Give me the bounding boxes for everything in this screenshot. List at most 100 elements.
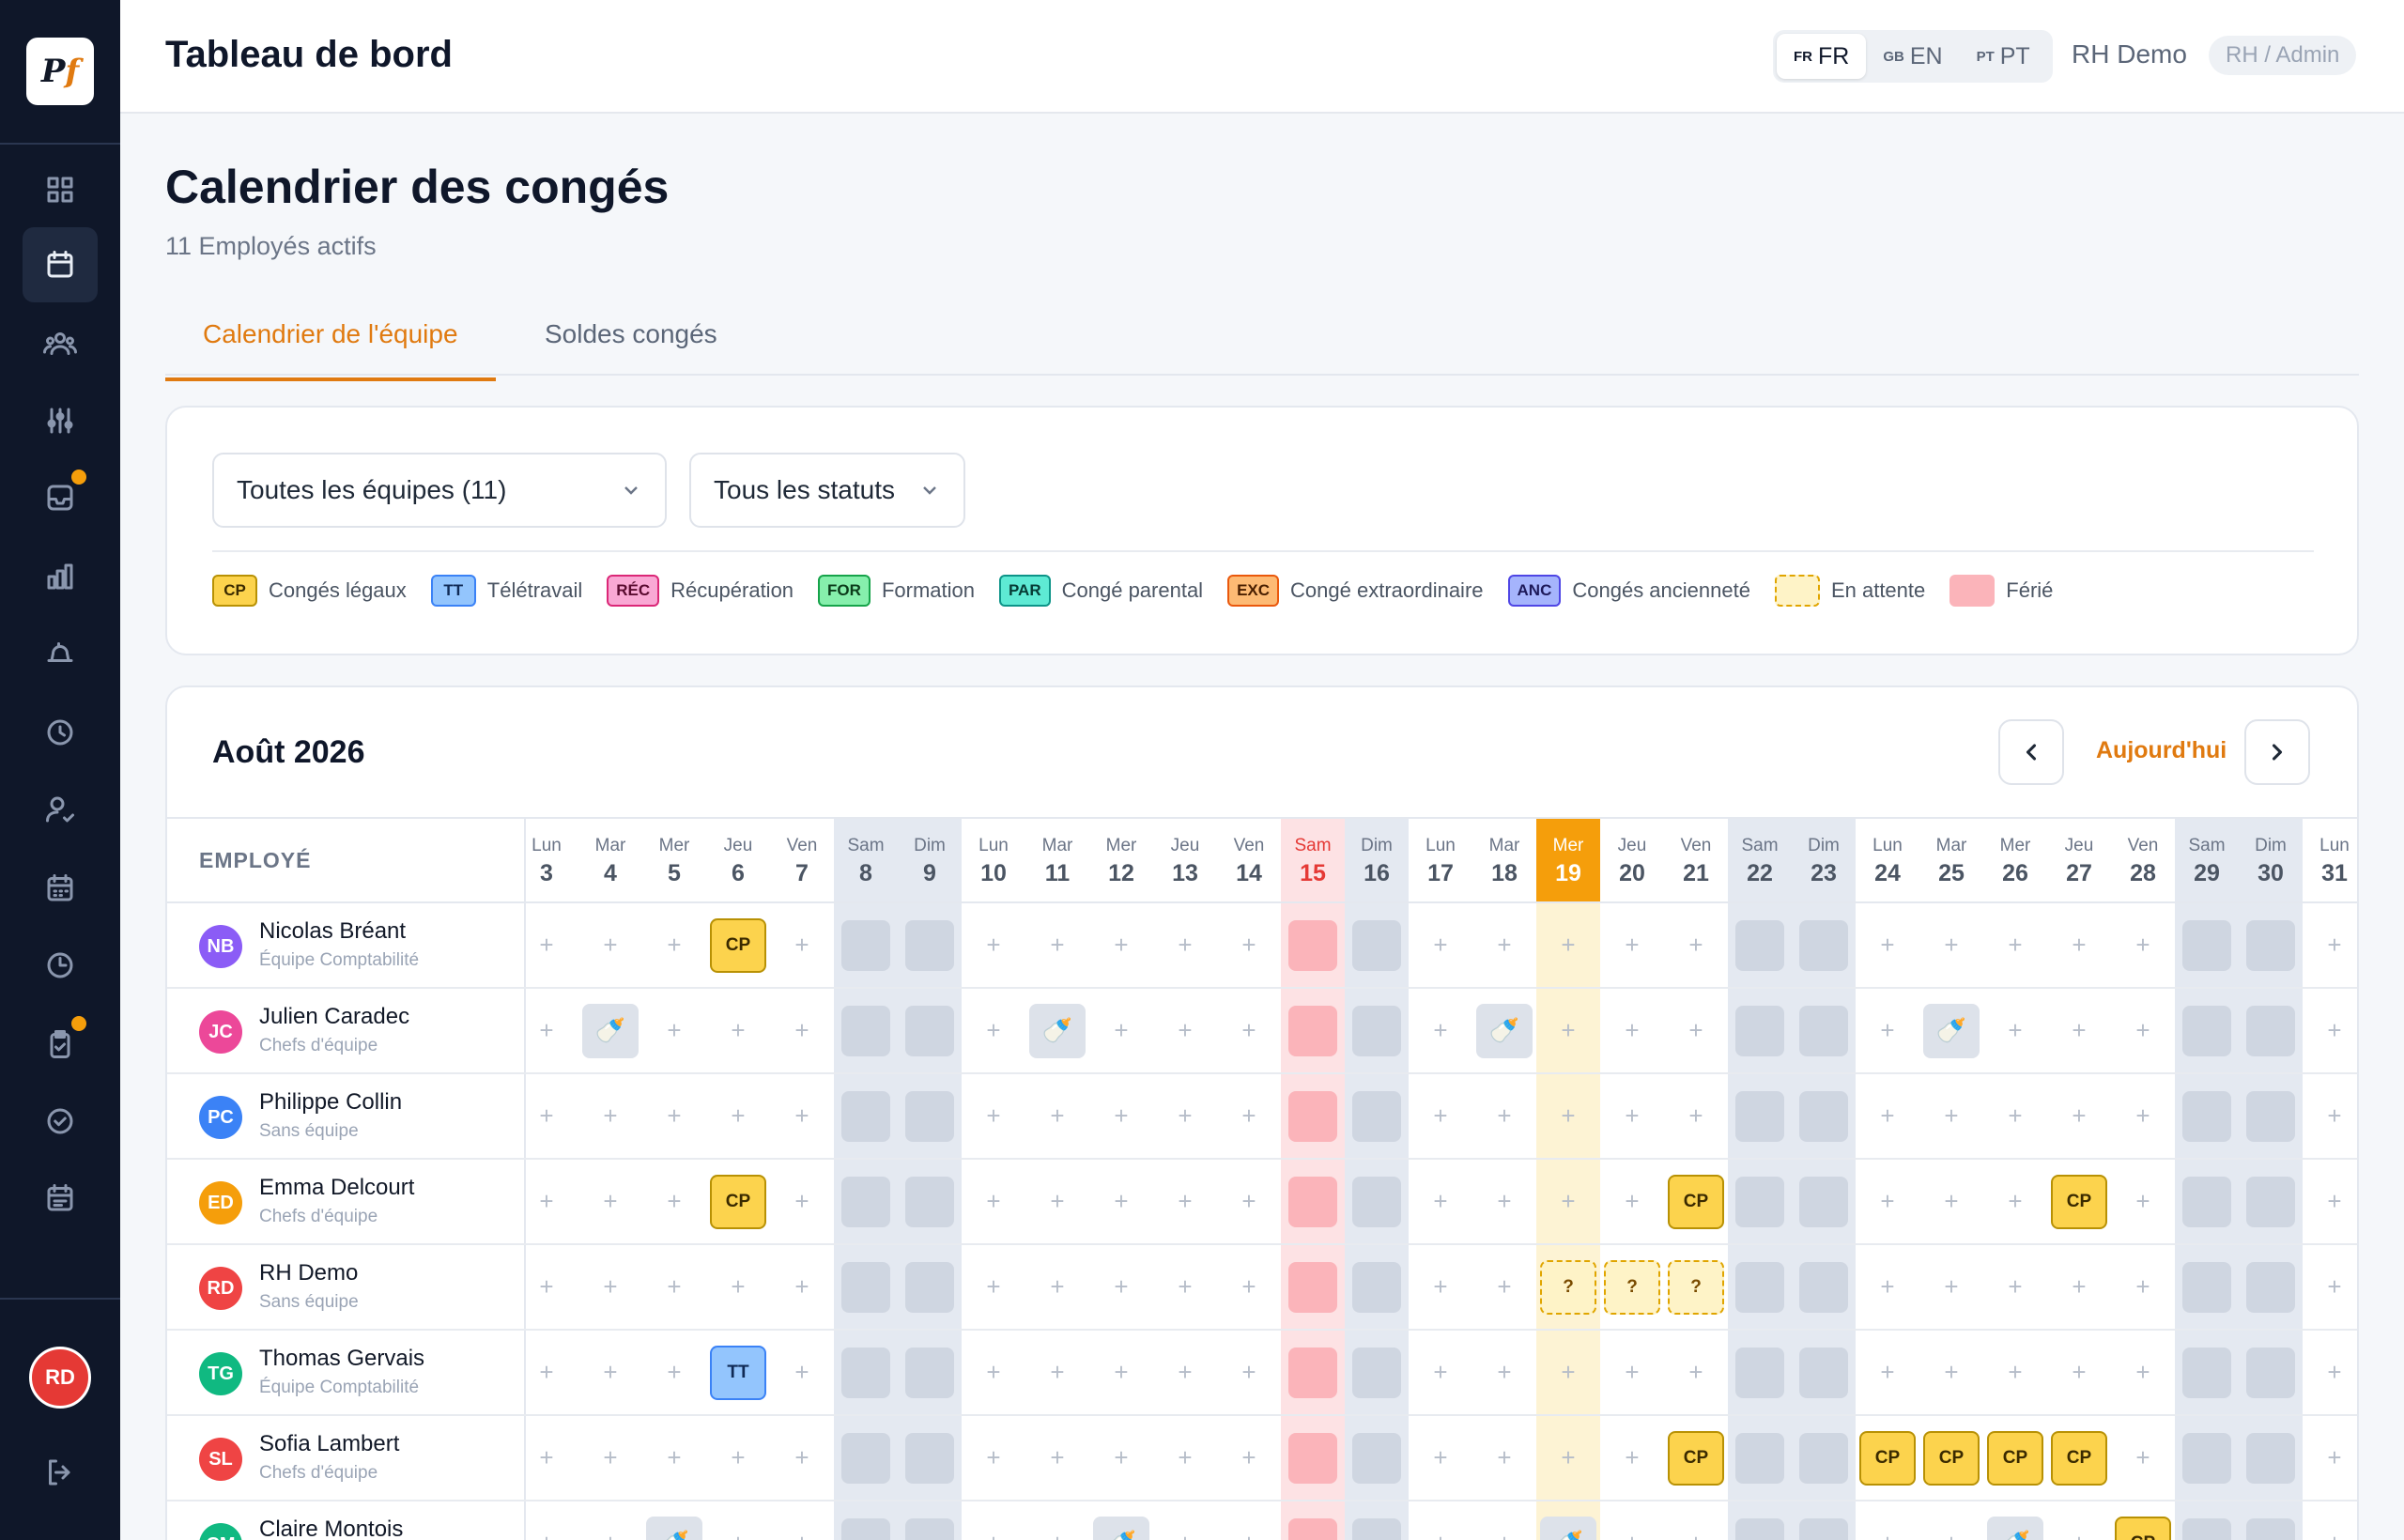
pending-request[interactable]: ? bbox=[1604, 1259, 1660, 1315]
day-cell[interactable]: + bbox=[1983, 989, 2047, 1072]
day-cell[interactable]: + bbox=[642, 1331, 706, 1414]
day-cell[interactable]: + bbox=[1983, 1245, 2047, 1329]
day-cell[interactable] bbox=[1281, 1160, 1345, 1243]
sidebar-item-check-circle[interactable] bbox=[23, 1084, 98, 1159]
day-cell[interactable]: + bbox=[1600, 1160, 1664, 1243]
day-cell[interactable]: + bbox=[1217, 1502, 1281, 1540]
day-cell[interactable] bbox=[1728, 1416, 1792, 1500]
day-cell[interactable]: + bbox=[1919, 903, 1983, 987]
day-cell[interactable]: + bbox=[526, 989, 578, 1072]
day-cell[interactable]: + bbox=[962, 903, 1025, 987]
day-cell[interactable]: + bbox=[526, 1074, 578, 1158]
leave-event-tt[interactable]: TT bbox=[710, 1345, 766, 1400]
leave-event-cp[interactable]: CP bbox=[2051, 1430, 2107, 1486]
day-cell[interactable]: + bbox=[1664, 1502, 1728, 1540]
employee-row[interactable]: NB Nicolas Bréant Équipe Comptabilité bbox=[167, 903, 526, 987]
day-cell[interactable]: CP bbox=[2047, 1160, 2111, 1243]
day-cell[interactable]: + bbox=[526, 903, 578, 987]
day-cell[interactable]: + bbox=[1217, 1160, 1281, 1243]
day-cell[interactable] bbox=[1792, 1502, 1856, 1540]
day-cell[interactable]: + bbox=[1664, 1331, 1728, 1414]
day-cell[interactable]: + bbox=[1153, 903, 1217, 987]
day-cell[interactable]: + bbox=[578, 1160, 642, 1243]
day-cell[interactable]: + bbox=[1856, 1331, 1919, 1414]
day-cell[interactable]: + bbox=[1536, 1331, 1600, 1414]
day-cell[interactable] bbox=[898, 1074, 962, 1158]
day-cell[interactable]: + bbox=[526, 1331, 578, 1414]
day-cell[interactable]: + bbox=[1919, 1331, 1983, 1414]
day-cell[interactable]: + bbox=[1025, 903, 1089, 987]
day-cell[interactable]: + bbox=[1600, 1074, 1664, 1158]
employee-row[interactable]: RD RH Demo Sans équipe bbox=[167, 1245, 526, 1329]
day-cell[interactable]: + bbox=[578, 1074, 642, 1158]
day-cell[interactable]: + bbox=[1153, 1416, 1217, 1500]
sidebar-item-clipboard-check[interactable] bbox=[23, 1007, 98, 1082]
day-cell[interactable]: CP bbox=[2111, 1502, 2175, 1540]
day-cell[interactable]: + bbox=[962, 1502, 1025, 1540]
leave-event-cp[interactable]: CP bbox=[1668, 1430, 1724, 1486]
day-cell[interactable]: + bbox=[642, 903, 706, 987]
leave-event-cp[interactable]: CP bbox=[710, 1174, 766, 1229]
day-cell[interactable]: + bbox=[1025, 1245, 1089, 1329]
day-cell[interactable]: + bbox=[642, 1416, 706, 1500]
day-cell[interactable]: + bbox=[1472, 1502, 1536, 1540]
day-cell[interactable] bbox=[1728, 1245, 1792, 1329]
day-cell[interactable]: + bbox=[706, 1074, 770, 1158]
day-cell[interactable]: + bbox=[1856, 903, 1919, 987]
day-cell[interactable]: + bbox=[962, 1074, 1025, 1158]
day-cell[interactable]: + bbox=[2303, 989, 2357, 1072]
day-cell[interactable]: + bbox=[642, 1160, 706, 1243]
day-cell[interactable]: + bbox=[1919, 1502, 1983, 1540]
day-cell[interactable]: + bbox=[962, 1245, 1025, 1329]
day-cell[interactable]: + bbox=[1919, 1160, 1983, 1243]
day-cell[interactable]: + bbox=[1600, 1331, 1664, 1414]
day-cell[interactable]: + bbox=[1856, 989, 1919, 1072]
day-cell[interactable] bbox=[898, 1245, 962, 1329]
day-cell[interactable]: + bbox=[526, 1502, 578, 1540]
day-cell[interactable] bbox=[1345, 989, 1409, 1072]
day-cell[interactable]: + bbox=[2111, 1331, 2175, 1414]
app-logo[interactable]: Pf bbox=[26, 38, 94, 105]
day-cell[interactable] bbox=[1792, 1074, 1856, 1158]
sidebar-item-bar-chart[interactable] bbox=[23, 539, 98, 614]
day-cell[interactable]: + bbox=[2047, 1331, 2111, 1414]
day-cell[interactable]: + bbox=[2047, 989, 2111, 1072]
language-option-pt[interactable]: PT PT bbox=[1960, 34, 2047, 79]
day-cell[interactable]: + bbox=[578, 1416, 642, 1500]
day-cell[interactable] bbox=[2175, 1331, 2239, 1414]
employee-row[interactable]: SL Sofia Lambert Chefs d'équipe bbox=[167, 1416, 526, 1500]
day-cell[interactable]: 🍼 bbox=[1472, 989, 1536, 1072]
day-cell[interactable]: 🍼 bbox=[1089, 1502, 1153, 1540]
day-cell[interactable]: + bbox=[1856, 1502, 1919, 1540]
day-cell[interactable]: + bbox=[1600, 1416, 1664, 1500]
day-cell[interactable]: + bbox=[526, 1416, 578, 1500]
day-cell[interactable] bbox=[1728, 903, 1792, 987]
day-cell[interactable] bbox=[1792, 1160, 1856, 1243]
day-cell[interactable]: + bbox=[706, 1502, 770, 1540]
day-cell[interactable]: + bbox=[526, 1160, 578, 1243]
day-cell[interactable]: CP bbox=[1919, 1416, 1983, 1500]
day-cell[interactable] bbox=[1792, 1331, 1856, 1414]
day-cell[interactable]: + bbox=[1217, 903, 1281, 987]
day-cell[interactable]: + bbox=[1472, 1160, 1536, 1243]
current-user-name[interactable]: RH Demo bbox=[2072, 39, 2187, 69]
day-cell[interactable]: + bbox=[1153, 989, 1217, 1072]
day-cell[interactable]: + bbox=[1153, 1331, 1217, 1414]
day-cell[interactable]: + bbox=[1919, 1074, 1983, 1158]
day-cell[interactable]: + bbox=[2047, 903, 2111, 987]
day-cell[interactable] bbox=[2175, 1502, 2239, 1540]
day-cell[interactable]: + bbox=[1983, 1160, 2047, 1243]
sidebar-item-grid[interactable] bbox=[23, 152, 98, 227]
day-cell[interactable] bbox=[1345, 1245, 1409, 1329]
day-cell[interactable] bbox=[1792, 1245, 1856, 1329]
day-cell[interactable] bbox=[2239, 1416, 2303, 1500]
day-cell[interactable]: + bbox=[962, 1416, 1025, 1500]
sidebar-item-clock[interactable] bbox=[23, 695, 98, 770]
day-cell[interactable] bbox=[2239, 1331, 2303, 1414]
day-cell[interactable]: + bbox=[1472, 1074, 1536, 1158]
user-avatar[interactable]: RD bbox=[29, 1347, 91, 1409]
day-cell[interactable]: + bbox=[1217, 1416, 1281, 1500]
day-cell[interactable] bbox=[1345, 1331, 1409, 1414]
day-cell[interactable]: + bbox=[1983, 903, 2047, 987]
day-cell[interactable]: 🍼 bbox=[642, 1502, 706, 1540]
